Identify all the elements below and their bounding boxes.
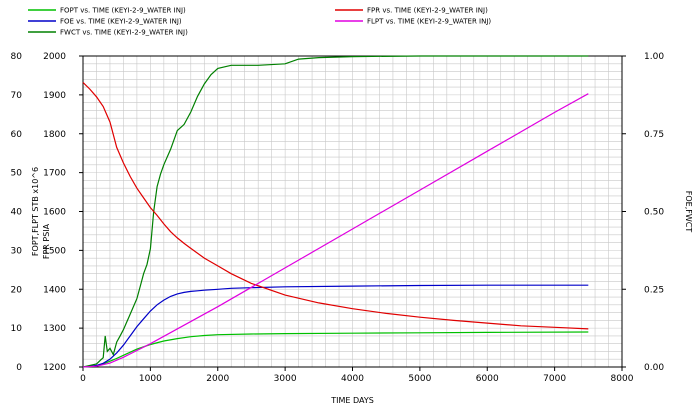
series-line-1 — [82, 284, 589, 368]
series-line-2 — [82, 55, 589, 368]
right-axis-label: FOE,FWCT — [684, 191, 693, 233]
series-line-0 — [82, 331, 589, 368]
legend-label: FPR vs. TIME (KEYI-2-9_WATER INJ) — [367, 7, 488, 15]
right-tick-label: 0.00 — [644, 363, 664, 373]
left-1-tick-label: 30 — [11, 246, 23, 256]
left-1-tick-label: 40 — [11, 208, 23, 218]
legend-label: FOPT vs. TIME (KEYI-2-9_WATER INJ) — [60, 7, 186, 15]
right-tick-label: 1.00 — [644, 52, 664, 62]
right-tick-label: 0.50 — [644, 208, 664, 218]
chart-legend: FOPT vs. TIME (KEYI-2-9_WATER INJ) FOE vs… — [28, 7, 491, 37]
left-2-tick-label: 1400 — [43, 285, 66, 295]
left-2-tick-label: 1200 — [43, 363, 66, 373]
right-tick-label: 0.25 — [644, 285, 664, 295]
left-2-tick-label: 1700 — [43, 169, 66, 179]
x-tick-label: 5000 — [408, 374, 431, 384]
x-tick-label: 2000 — [206, 374, 229, 384]
left-1-tick-label: 0 — [16, 363, 22, 373]
legend-label: FWCT vs. TIME (KEYI-2-9_WATER INJ) — [60, 29, 188, 37]
left-2-tick-label: 1300 — [43, 324, 66, 334]
left-1-tick-label: 10 — [11, 324, 23, 334]
left-2-tick-label: 1900 — [43, 91, 66, 101]
x-tick-label: 3000 — [274, 374, 297, 384]
left-1-tick-label: 50 — [11, 169, 23, 179]
left-axis-2-label: FPR PSIA — [42, 223, 51, 259]
chart-series — [82, 55, 589, 368]
right-axis-ticks: 0.00 0.25 0.50 0.75 1.00 — [622, 52, 664, 373]
chart-grid — [83, 56, 622, 367]
left-2-tick-label: 1500 — [43, 246, 66, 256]
x-axis-ticks: 0 1000 2000 3000 4000 5000 6000 7000 8000 — [80, 367, 634, 384]
x-tick-label: 7000 — [543, 374, 566, 384]
legend-label: FLPT vs. TIME (KEYI-2-9_WATER INJ) — [367, 18, 491, 26]
legend-label: FOE vs. TIME (KEYI-2-9_WATER INJ) — [60, 18, 182, 26]
right-tick-label: 0.75 — [644, 130, 664, 140]
x-tick-label: 4000 — [341, 374, 364, 384]
x-tick-label: 0 — [80, 374, 86, 384]
left-2-tick-label: 1600 — [43, 208, 66, 218]
series-line-4 — [82, 93, 589, 368]
series-line-3 — [82, 81, 589, 330]
left-1-tick-label: 80 — [11, 52, 23, 62]
left-axis-1-label: FOPT,FLPT STB x10^6 — [31, 167, 40, 256]
x-tick-label: 1000 — [139, 374, 162, 384]
left-axis-1-ticks: 0 10 20 30 40 50 60 70 80 — [11, 52, 83, 373]
left-2-tick-label: 1800 — [43, 130, 66, 140]
x-axis-label: TIME DAYS — [330, 396, 374, 405]
x-tick-label: 6000 — [476, 374, 499, 384]
left-axis-2-ticks: 1200 1300 1400 1500 1600 1700 1800 1900 2000 — [43, 52, 66, 373]
left-1-tick-label: 20 — [11, 285, 23, 295]
left-2-tick-label: 2000 — [43, 52, 66, 62]
left-1-tick-label: 70 — [11, 91, 23, 101]
x-tick-label: 8000 — [611, 374, 634, 384]
left-1-tick-label: 60 — [11, 130, 23, 140]
